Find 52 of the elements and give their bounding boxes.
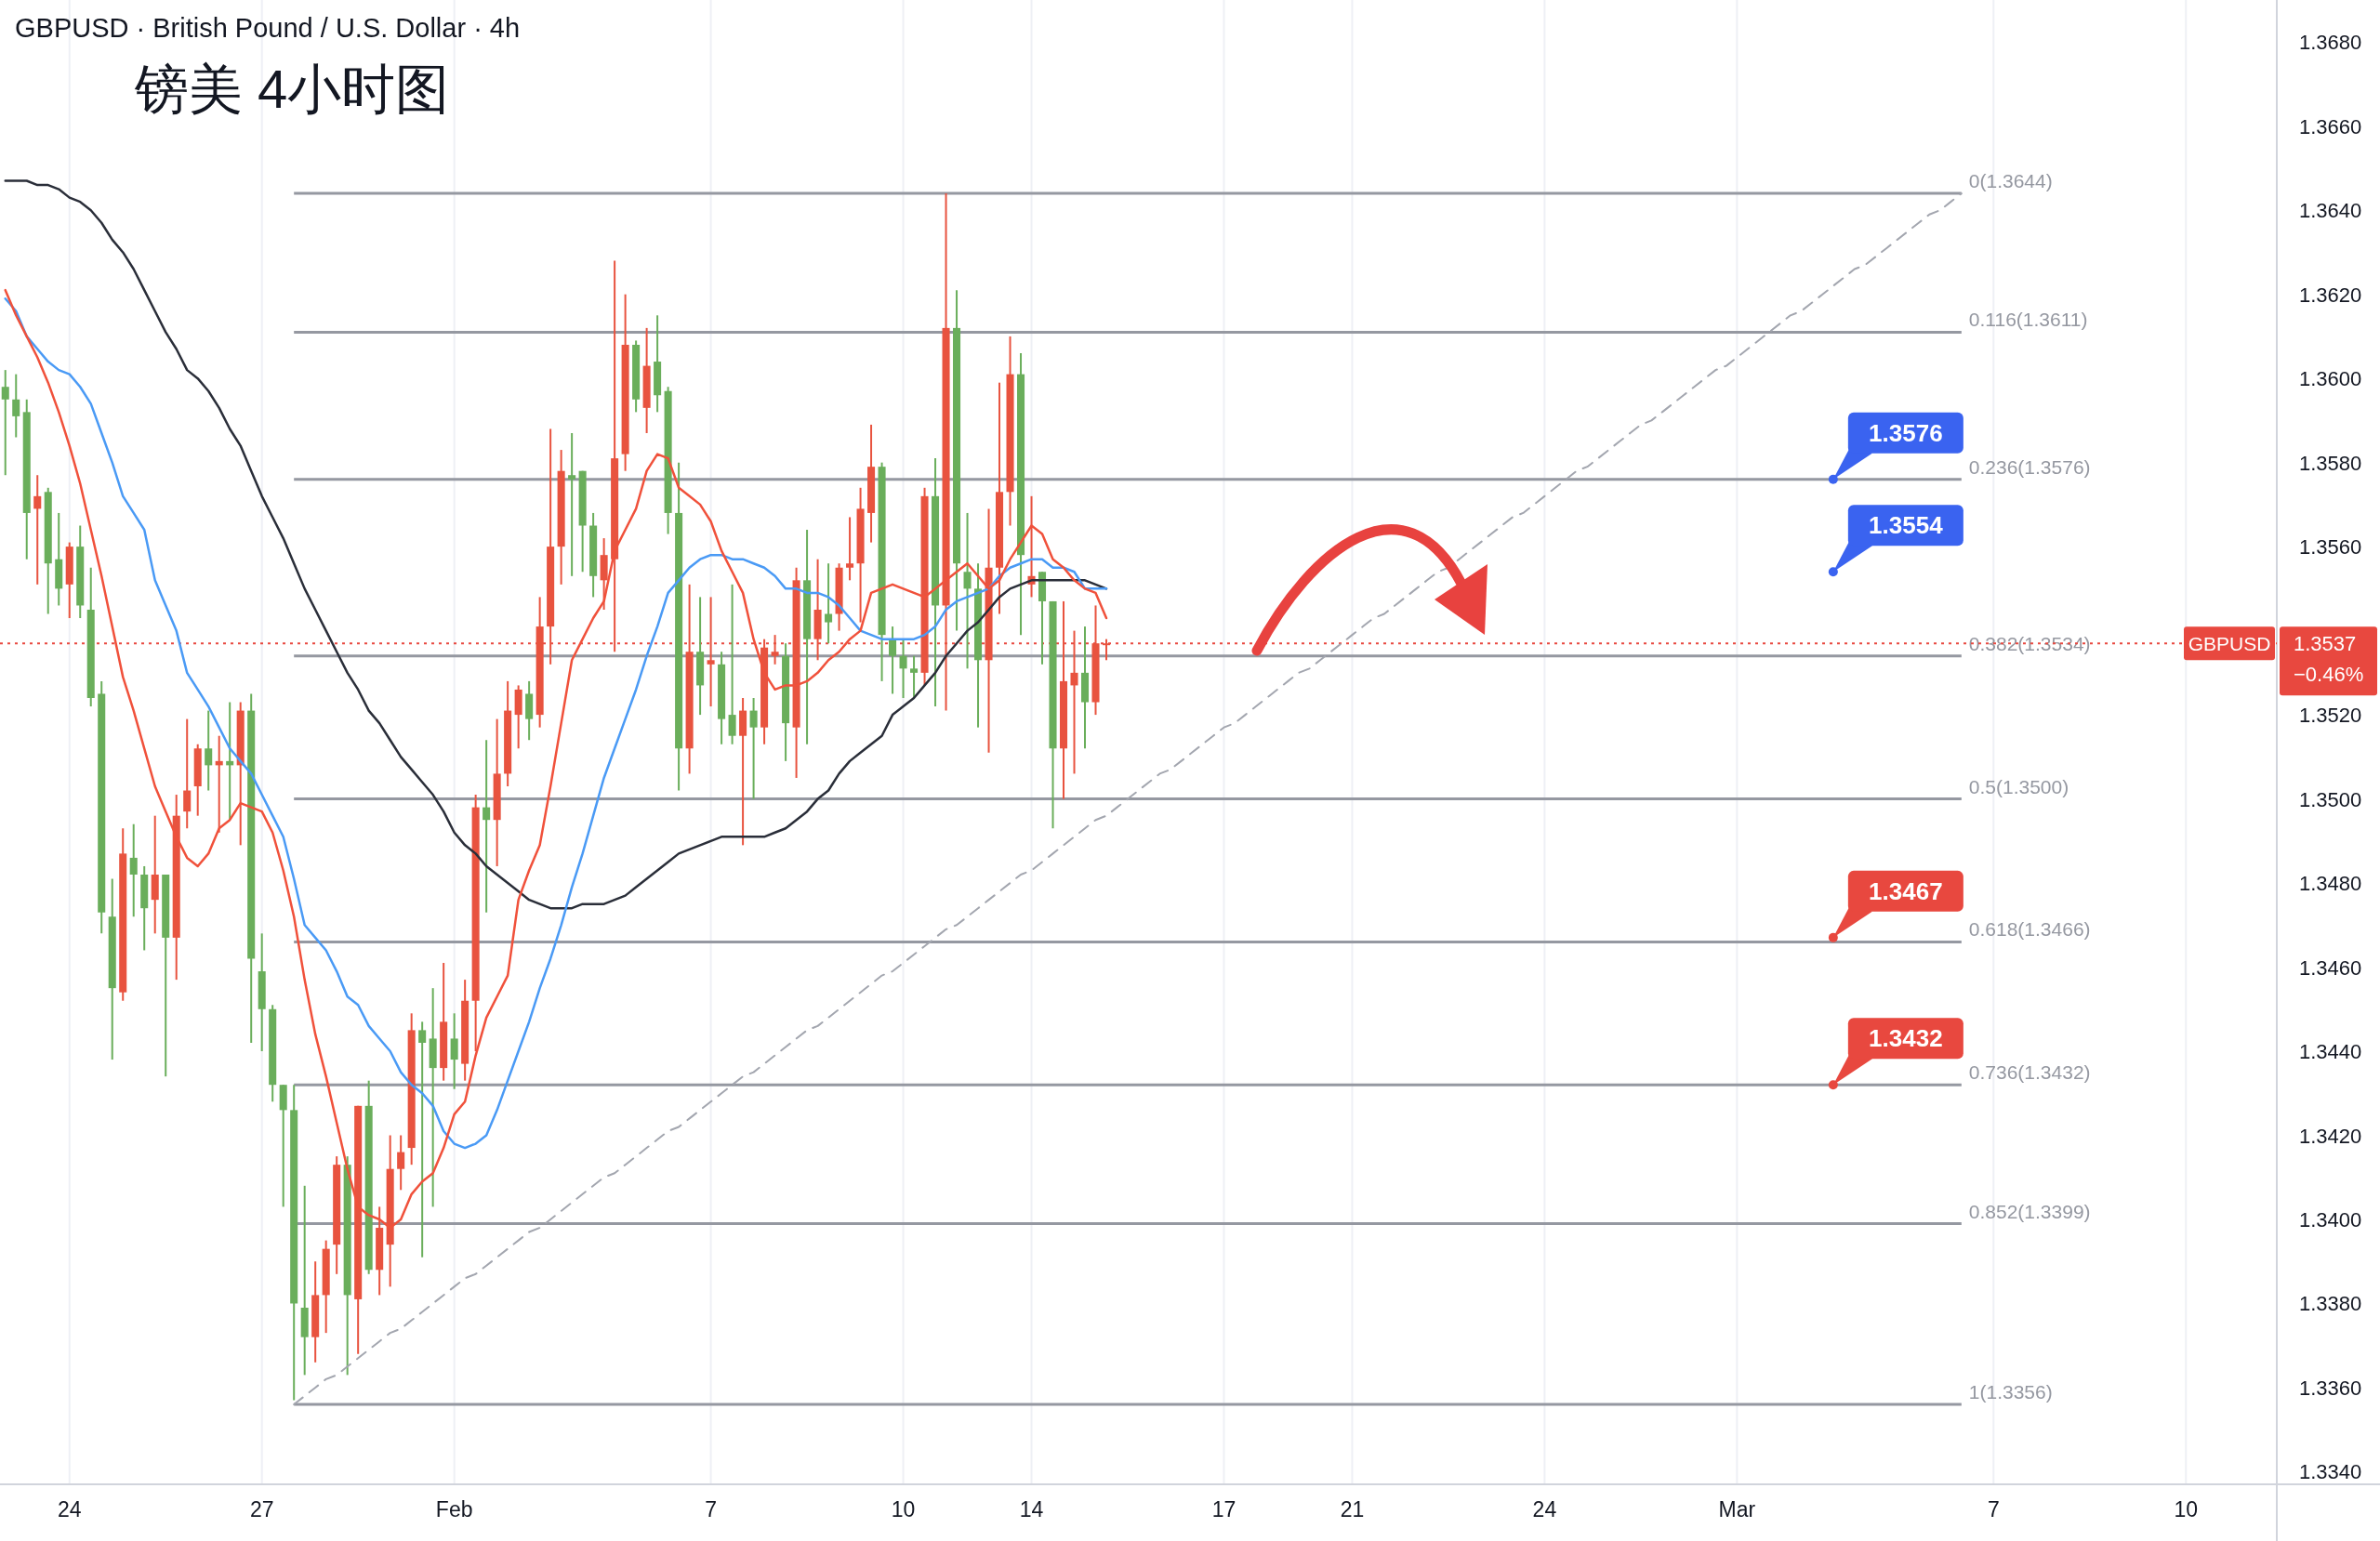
ref-line: 0(1.3644)	[294, 170, 2053, 195]
text: 镑美 4小时图	[134, 59, 450, 119]
y-tick-label: 1.3480	[2299, 872, 2362, 896]
x-tick-label: Feb	[435, 1497, 473, 1521]
ref-line-label: 0.736(1.3432)	[1968, 1061, 2091, 1084]
y-tick-label: 1.3400	[2299, 1207, 2362, 1231]
data-label: 1.3554	[1869, 511, 1944, 540]
ref-line: 0.5(1.3500)	[294, 775, 2069, 801]
ref-line: 0.852(1.3399)	[294, 1200, 2091, 1225]
x-tick-label: 7	[705, 1497, 717, 1521]
ref-line-label: 0.5(1.3500)	[1968, 775, 2069, 797]
text: GBPUSD · British Pound / U.S. Dollar · 4h	[15, 13, 521, 43]
ref-line-label: 1(1.3356)	[1968, 1381, 2053, 1403]
y-tick-label: 1.3460	[2299, 955, 2362, 980]
y-tick-label: 1.3340	[2299, 1460, 2362, 1484]
ref-line: 1(1.3356)	[294, 1381, 2053, 1406]
last-price: GBPUSD 1.3537 −0.46%	[2184, 626, 2377, 696]
x-tick-label: 10	[891, 1497, 916, 1521]
y-tick-label: 1.3660	[2299, 114, 2362, 138]
y-tick-label: 1.3640	[2299, 199, 2362, 223]
y-tick-label: 1.3440	[2299, 1040, 2362, 1064]
x-tick-label: 21	[1340, 1497, 1365, 1521]
y-tick-label: 1.3360	[2299, 1376, 2362, 1400]
data-label: 1.3432	[1869, 1024, 1943, 1053]
x-tick-label: 24	[57, 1497, 82, 1521]
ref-line-label: GBPUSD	[2188, 633, 2271, 655]
x-tick-label: 14	[1019, 1497, 1044, 1521]
y-tick-label: 1.3380	[2299, 1292, 2362, 1316]
y-tick-label: 1.3620	[2299, 283, 2362, 307]
ref-line-label: 0.852(1.3399)	[1968, 1200, 2091, 1222]
x-tick-label: 7	[1987, 1497, 2000, 1521]
y-tick-label: 1.3580	[2299, 451, 2362, 475]
ref-line-label: 0(1.3644)	[1968, 170, 2053, 192]
x-tick-label: 10	[2174, 1497, 2199, 1521]
x-tick-label: 27	[249, 1497, 274, 1521]
ref-line-label: 0.236(1.3576)	[1968, 455, 2091, 478]
y-tick-label: 1.3560	[2299, 535, 2362, 560]
x-tick-label: 17	[1211, 1497, 1236, 1521]
ref-line: 0.116(1.3611)	[294, 309, 2088, 334]
y-tick-label: 1.3420	[2299, 1124, 2362, 1148]
y-tick-label: 1.3600	[2299, 367, 2362, 391]
ref-line: 0.382(1.3534)	[294, 632, 2091, 658]
y-tick-label: 1.3500	[2299, 787, 2362, 811]
data-label: 1.3576	[1869, 418, 1943, 447]
ref-line-label: 0.116(1.3611)	[1968, 309, 2088, 331]
data-label: 1.3467	[1869, 876, 1943, 905]
ref-line-label: 0.382(1.3534)	[1968, 632, 2091, 654]
x-tick-label: 24	[1532, 1497, 1557, 1521]
y-tick-label: 1.3520	[2299, 704, 2362, 728]
y-tick-label: 1.3680	[2299, 31, 2362, 55]
ref-line-label: 0.618(1.3466)	[1968, 918, 2091, 941]
x-tick-label: Mar	[1718, 1497, 1756, 1521]
